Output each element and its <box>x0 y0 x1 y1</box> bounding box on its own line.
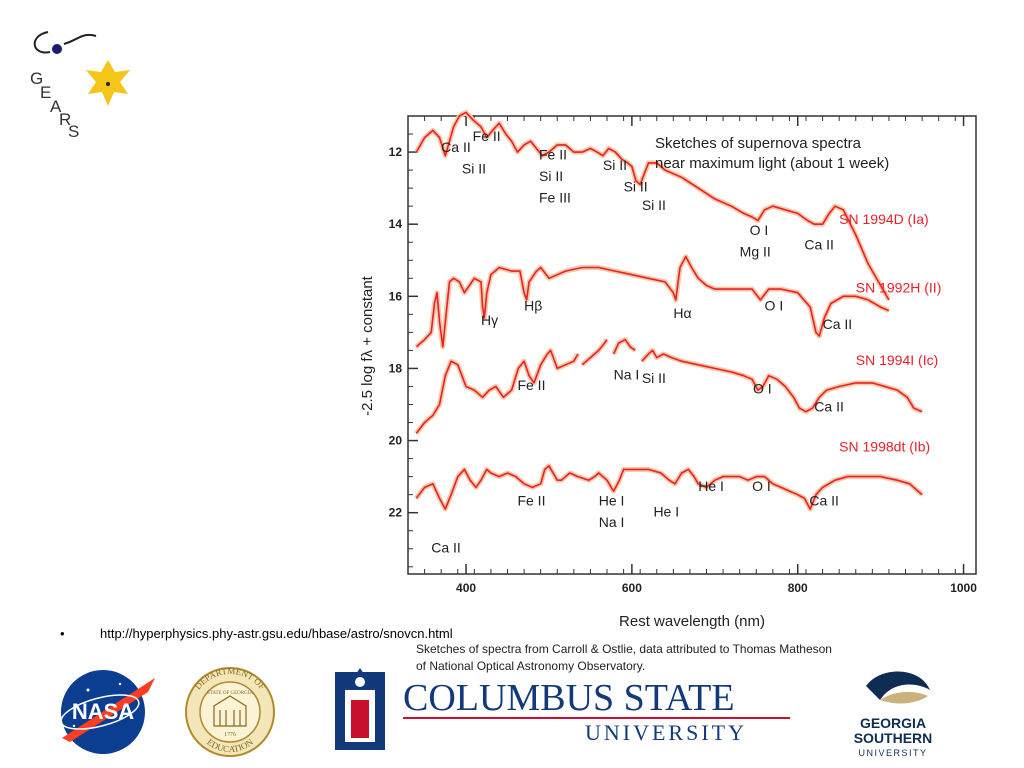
y-tick-label: 18 <box>389 361 403 375</box>
georgia-doe-seal: DEPARTMENT OF EDUCATION STATE OF GEORGIA… <box>185 666 275 757</box>
x-tick-label: 600 <box>622 581 642 595</box>
x-tick-label: 800 <box>788 581 808 595</box>
spectral-line-label: Ca II <box>441 139 471 155</box>
series-labels: SN 1994D (Ia) SN 1992H (II) SN 1994I (Ic) S… <box>839 211 941 454</box>
spectral-line-label: Ca II <box>814 399 844 415</box>
series-name-label: SN 1992H (II) <box>856 280 942 296</box>
plot-frame <box>407 115 977 575</box>
spectral-line-label: Si II <box>642 197 666 213</box>
gsu-name-line1: GEORGIA <box>860 715 926 731</box>
y-tick-label: 20 <box>389 434 403 448</box>
series-layer <box>414 109 924 512</box>
y-axis-title: -2.5 log fλ + constant <box>359 275 376 415</box>
spectral-line-label: O I <box>750 222 769 238</box>
doe-year: 1776 <box>224 732 236 738</box>
gears-letter-e: E <box>40 83 51 102</box>
spectral-line-label: He I <box>698 478 724 494</box>
series-line <box>415 255 890 348</box>
spectral-line-label: Fe II <box>473 128 501 144</box>
series-name-label: SN 1994D (Ia) <box>839 211 928 227</box>
spectral-line-label: Fe III <box>539 190 571 206</box>
gsu-name-line2: SOUTHERN <box>854 730 933 746</box>
spectral-line-label: Ca II <box>809 492 839 508</box>
spectral-line-label: Hγ <box>481 312 498 328</box>
footer-logos: NASA DEPARTMENT OF EDUCATION STATE OF GE… <box>60 666 933 758</box>
spectral-line-label: Ca II <box>823 316 853 332</box>
x-tick-label: 400 <box>456 581 476 595</box>
orbit-dot-icon <box>52 44 62 54</box>
series-line <box>415 465 923 510</box>
x-tick-label: 1000 <box>950 581 977 595</box>
y-tick-label: 14 <box>389 217 403 231</box>
spectral-line-label: Fe II <box>517 377 545 393</box>
gears-logo: G E A R S <box>30 31 130 141</box>
georgia-southern-logo: GEORGIA SOUTHERN UNIVERSITY <box>854 671 933 758</box>
gears-letter-s: S <box>68 122 79 141</box>
spectral-line-label: Si II <box>462 161 486 177</box>
chart-annotation-line1: Sketches of supernova spectra <box>655 135 862 152</box>
spectral-line-label: Na I <box>614 366 640 382</box>
source-url-link[interactable]: http://hyperphysics.phy-astr.gsu.edu/hba… <box>100 626 453 641</box>
series-name-label: SN 1998dt (Ib) <box>839 438 930 454</box>
series-line <box>641 349 923 413</box>
nasa-wordmark: NASA <box>72 699 134 724</box>
x-axis: 400 600 800 1000 <box>424 116 977 595</box>
spectral-line-label: Ca II <box>431 539 461 555</box>
spectral-line-label: Na I <box>599 514 625 530</box>
y-axis: 12 14 16 18 20 22 <box>389 115 418 568</box>
credit-line2: of National Optical Astronomy Observator… <box>416 659 645 673</box>
bullet: • <box>60 626 65 641</box>
columbus-state-logo: COLUMBUS STATE UNIVERSITY <box>335 668 790 750</box>
doe-inner-top: STATE OF GEORGIA <box>207 691 253 696</box>
series-line <box>415 349 579 434</box>
spectral-line-label: Hα <box>673 305 691 321</box>
spectral-line-label: Ca II <box>804 236 834 252</box>
nasa-logo: NASA <box>60 670 155 754</box>
series-line <box>612 338 636 355</box>
y-tick-label: 22 <box>389 506 403 520</box>
series-line <box>581 339 608 366</box>
spectral-line-label: Mg II <box>740 244 771 260</box>
gsu-name-line3: UNIVERSITY <box>858 748 927 758</box>
chart-annotation-line2: near maximum light (about 1 week) <box>655 155 889 172</box>
spectral-line-label: O I <box>752 478 771 494</box>
gears-letter-r: R <box>59 110 71 129</box>
gears-letter-g: G <box>30 69 43 88</box>
spectral-line-label: O I <box>765 298 784 314</box>
spectral-line-label: O I <box>753 381 772 397</box>
spectral-line-label: He I <box>599 492 625 508</box>
series-name-label: SN 1994I (Ic) <box>856 352 938 368</box>
csu-name-line1: COLUMBUS STATE <box>403 677 735 719</box>
spectral-line-label: Fe II <box>539 146 567 162</box>
y-tick-label: 12 <box>389 145 403 159</box>
series-line <box>415 111 890 301</box>
y-tick-label: 16 <box>389 289 403 303</box>
credit-line1: Sketches of spectra from Carroll & Ostli… <box>416 642 832 656</box>
spectral-line-label: Si II <box>539 168 563 184</box>
spectral-line-label: Si II <box>624 179 648 195</box>
spectral-line-label: Hβ <box>524 298 542 314</box>
x-axis-title: Rest wavelength (nm) <box>619 613 765 630</box>
spectral-line-label: Si II <box>642 370 666 386</box>
spectral-line-label: He I <box>653 503 679 519</box>
spectral-line-label: Fe II <box>517 492 545 508</box>
spectral-line-label: Si II <box>603 157 627 173</box>
gears-letter-a: A <box>50 97 62 116</box>
csu-name-line2: UNIVERSITY <box>585 720 747 745</box>
